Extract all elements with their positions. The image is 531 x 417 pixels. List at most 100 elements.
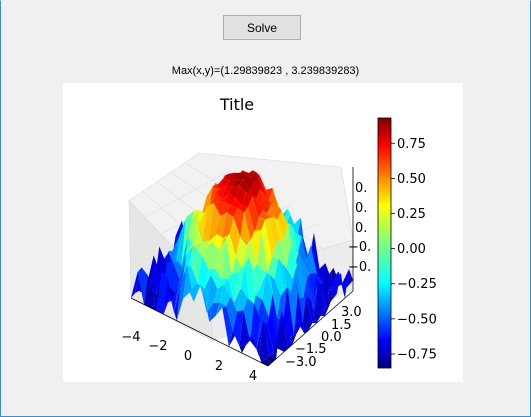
surface-facet xyxy=(222,306,233,347)
colorbar-tick-label: −0.25 xyxy=(397,277,437,292)
surface-facet xyxy=(264,194,275,205)
surface-facet xyxy=(244,206,255,239)
surface-facet xyxy=(293,292,305,335)
surface-facet xyxy=(235,335,246,353)
surface-plot: Title −4 −2 0 2 4 3.0 1.5 0.0 xyxy=(121,95,437,382)
y-tick-label: −3.0 xyxy=(285,355,317,370)
surface-facet xyxy=(227,205,238,218)
axis-lines xyxy=(130,167,354,367)
colorbar-gradient xyxy=(377,117,392,369)
surface-facet xyxy=(334,271,345,299)
surface-facet xyxy=(226,179,237,187)
surface-facet xyxy=(306,246,318,279)
surface-facet xyxy=(234,264,245,303)
surface-facet xyxy=(196,283,207,313)
surface-facet xyxy=(246,239,258,271)
surface-facet xyxy=(315,272,327,310)
surface-facet xyxy=(251,171,262,183)
surface-facet xyxy=(170,284,181,321)
surface-facet xyxy=(232,310,244,347)
surface-facet xyxy=(233,207,245,237)
surface-facet xyxy=(240,212,251,246)
surface-facet xyxy=(189,283,201,302)
surface-facet xyxy=(254,216,266,231)
surface-facet xyxy=(269,216,280,245)
surface-facet xyxy=(216,212,227,238)
surface-facet xyxy=(275,239,287,269)
y-tick-label: 0.0 xyxy=(321,330,342,345)
surface-facet xyxy=(310,298,321,324)
surface-facet xyxy=(137,267,149,305)
surface-facet xyxy=(279,238,291,269)
surface-facet xyxy=(274,258,285,296)
surface-facet xyxy=(253,264,264,289)
x-tick-label: 0 xyxy=(184,349,192,364)
surface-facet xyxy=(290,214,301,243)
surface-facet xyxy=(157,271,168,315)
surface-facet xyxy=(245,257,256,318)
surface-facet xyxy=(265,218,276,258)
surface-facet xyxy=(292,248,303,262)
surface-facet xyxy=(268,188,279,210)
colorbar-tick-label: −0.75 xyxy=(397,347,437,362)
surface-facet xyxy=(248,336,259,356)
surface-facet xyxy=(241,192,253,207)
surface-facet xyxy=(283,208,295,224)
surface-facet xyxy=(204,268,215,290)
surface-facet xyxy=(281,310,293,349)
surface-facet xyxy=(297,264,308,298)
surface-facet xyxy=(214,201,225,216)
surface-facet xyxy=(199,240,210,248)
surface-mesh xyxy=(131,170,353,366)
surface-facet xyxy=(291,279,302,327)
x-tick-label: 4 xyxy=(249,369,257,382)
surface-facet xyxy=(258,209,270,220)
surface-facet xyxy=(149,255,161,294)
surface-facet xyxy=(176,264,188,321)
surface-facet xyxy=(319,283,331,306)
surface-facet xyxy=(256,189,267,214)
surface-facet xyxy=(252,320,263,356)
solve-button[interactable]: Solve xyxy=(223,15,301,40)
z-tick-label: −0. xyxy=(348,260,371,275)
surface-facet xyxy=(307,274,319,310)
surface-facet xyxy=(248,170,260,176)
y-tick-label: 3.0 xyxy=(341,305,362,320)
surface-facet xyxy=(212,233,223,251)
surface-facet xyxy=(256,319,268,350)
surface-facet xyxy=(239,179,250,193)
surface-facet xyxy=(215,302,227,316)
x-tick-label: −2 xyxy=(148,339,167,354)
surface-facet xyxy=(276,287,288,320)
surface-facet xyxy=(261,182,273,202)
surface-facet xyxy=(219,233,230,251)
surface-facet xyxy=(222,185,233,199)
surface-facet xyxy=(286,246,297,280)
surface-facet xyxy=(183,237,195,269)
surface-facet xyxy=(323,282,335,302)
surface-facet xyxy=(213,178,224,190)
surface-facet xyxy=(163,276,175,315)
surface-facet xyxy=(197,255,209,290)
surface-facet xyxy=(270,274,281,319)
y-tick-label: −1.5 xyxy=(295,342,327,357)
surface-facet xyxy=(169,263,180,294)
surface-facet xyxy=(249,257,260,296)
surface-facet xyxy=(174,219,186,269)
surface-facet xyxy=(295,279,306,327)
surface-facet xyxy=(293,264,304,299)
surface-facet xyxy=(219,284,231,307)
surface-facet xyxy=(242,245,254,271)
surface-facet xyxy=(236,236,247,269)
z-tick-label: 0. xyxy=(355,181,367,196)
surface-facet xyxy=(213,284,224,304)
surface-facet xyxy=(314,282,325,316)
surface-facet xyxy=(196,204,208,243)
surface-facet xyxy=(210,203,221,241)
surface-facet xyxy=(277,210,288,239)
surface-facet xyxy=(195,245,206,256)
surface-facet xyxy=(247,175,258,183)
surface-facet xyxy=(338,269,349,299)
surface-facet xyxy=(306,296,317,324)
x-tick-label: 2 xyxy=(215,359,223,374)
